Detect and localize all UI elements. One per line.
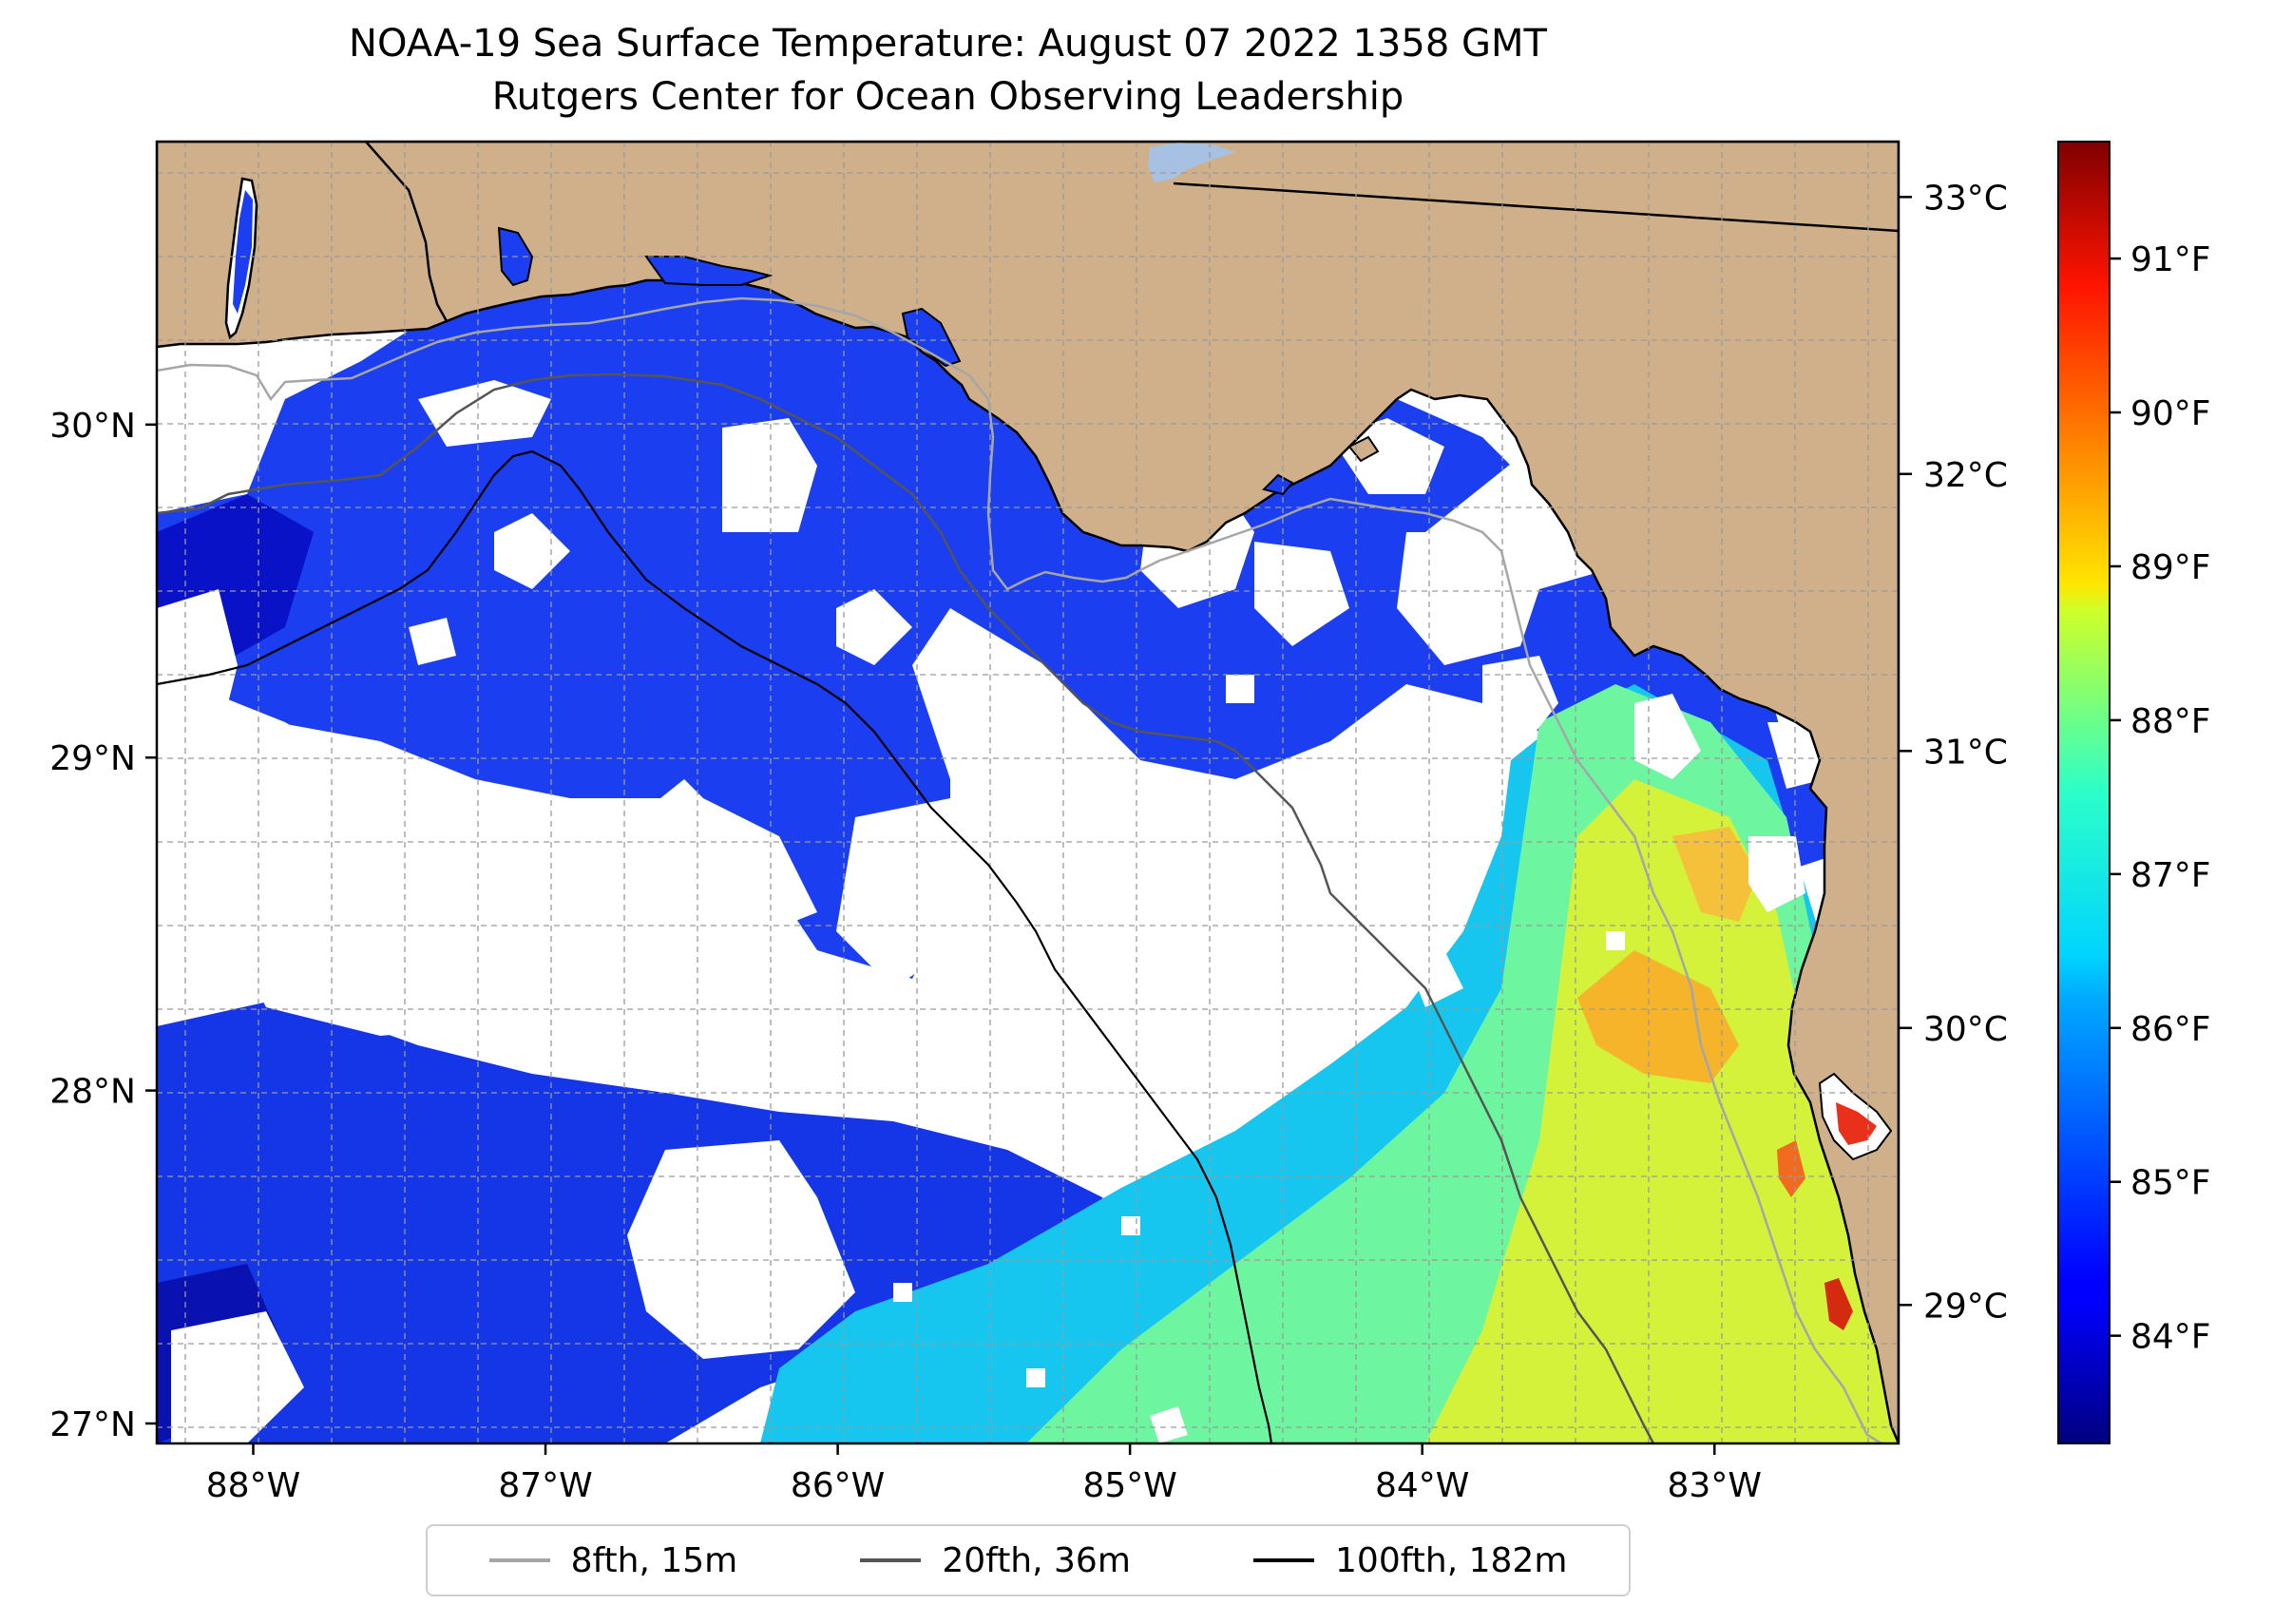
charlotte-harbor-water (1824, 1278, 1853, 1330)
x-tick-label: 85°W (1082, 1466, 1176, 1505)
cloud-patches (157, 380, 1853, 1443)
sst-warm-core (1577, 950, 1739, 1083)
figure-title: NOAA-19 Sea Surface Temperature: August … (349, 22, 1547, 66)
fahrenheit-tick-label: 84°F (2130, 1318, 2211, 1357)
fahrenheit-tick-label: 89°F (2130, 548, 2211, 587)
y-tick-label: 27°N (49, 1405, 136, 1444)
celsius-tick-label: 31°C (1923, 733, 2008, 772)
isobath-20fth (157, 373, 1655, 1443)
x-tick-label: 87°W (498, 1466, 592, 1505)
land-mainland (157, 142, 1899, 1443)
x-tick-label: 86°W (791, 1466, 885, 1505)
legend-swatch-20fth (860, 1558, 922, 1562)
x-tick-label: 84°W (1375, 1466, 1469, 1505)
legend-item-100fth: 100fth, 182m (1253, 1541, 1567, 1580)
y-axis: 30°N 29°N 28°N 27°N (49, 407, 157, 1444)
state-border (1173, 182, 1899, 233)
colorbar (2057, 141, 2111, 1444)
fahrenheit-tick-label: 91°F (2130, 240, 2211, 279)
fahrenheit-tick-label: 90°F (2130, 394, 2211, 433)
isobath-8fth (157, 296, 1882, 1443)
celsius-tick-label: 29°C (1923, 1287, 2008, 1326)
figure-subtitle: Rutgers Center for Ocean Observing Leade… (491, 75, 1404, 119)
legend-swatch-100fth (1253, 1558, 1315, 1562)
isobath-legend: 8fth, 15m 20fth, 36m 100fth, 182m (426, 1524, 1631, 1596)
celsius-tick-label: 30°C (1923, 1010, 2008, 1049)
state-border-alabama (365, 142, 449, 322)
apalachee-bay-inlet (1262, 473, 1294, 496)
legend-label-100fth: 100fth, 182m (1335, 1540, 1568, 1580)
legend-item-20fth: 20fth, 36m (860, 1541, 1131, 1580)
lake (1148, 143, 1235, 182)
offshore-island (1347, 435, 1380, 463)
legend-label-20fth: 20fth, 36m (942, 1540, 1131, 1580)
colorbar-celsius-ticks: 33°C 32°C 31°C 30°C 29°C (1899, 179, 2008, 1326)
y-tick-label: 30°N (49, 407, 136, 446)
fahrenheit-tick-label: 88°F (2130, 702, 2211, 741)
isobath-100fth (157, 449, 1273, 1443)
legend-swatch-8fth (488, 1558, 550, 1562)
celsius-tick-label: 32°C (1923, 456, 2008, 495)
legend-item-8fth: 8fth, 15m (488, 1540, 738, 1580)
y-tick-label: 28°N (49, 1073, 136, 1112)
gridlines (157, 142, 1899, 1443)
legend-label-8fth: 8fth, 15m (570, 1540, 738, 1580)
celsius-tick-label: 33°C (1923, 179, 2008, 218)
sst-warm-core-north (1672, 827, 1758, 922)
sarasota-coast-water (1777, 1140, 1805, 1197)
fahrenheit-tick-label: 85°F (2130, 1164, 2211, 1203)
x-tick-label: 88°W (206, 1466, 300, 1505)
fahrenheit-tick-label: 87°F (2130, 856, 2211, 895)
y-tick-label: 29°N (49, 739, 136, 778)
mobile-bay-water (233, 190, 253, 314)
sst-yellow-band (1425, 779, 1899, 1443)
pensacola-bay (644, 256, 774, 286)
fahrenheit-tick-label: 86°F (2130, 1010, 2211, 1049)
x-axis: 88°W 87°W 86°W 85°W 84°W 83°W (206, 1443, 1762, 1505)
colorbar-fahrenheit-ticks: 91°F 90°F 89°F 88°F 87°F 86°F 85°F 84°F (2110, 240, 2211, 1357)
map-frame (155, 140, 1900, 1445)
tampa-bay-water (1836, 1102, 1877, 1145)
x-tick-label: 83°W (1668, 1466, 1762, 1505)
